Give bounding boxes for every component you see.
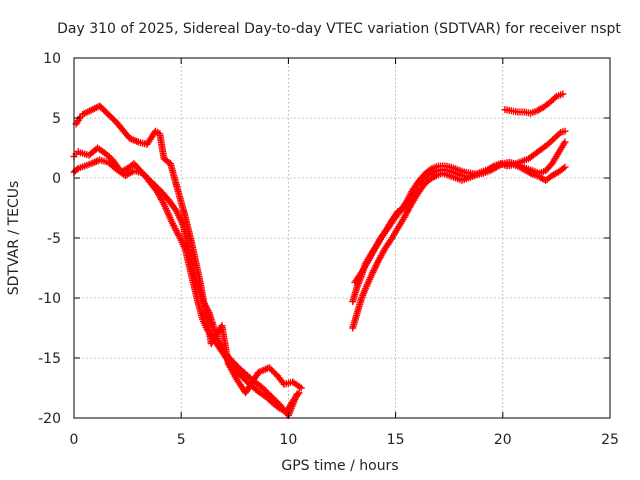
- x-tick-label: 5: [177, 432, 186, 448]
- data-point-arc-d: [561, 163, 569, 171]
- x-tick-label: 0: [70, 432, 79, 448]
- grid: [74, 58, 610, 418]
- x-axis-label: GPS time / hours: [281, 458, 398, 474]
- data-point-arc-e: [561, 138, 569, 146]
- y-tick-label: -5: [47, 231, 61, 247]
- x-tick-label: 10: [279, 432, 297, 448]
- x-tick-label: 25: [601, 432, 619, 448]
- data-point-arc-b: [73, 166, 81, 174]
- data-point-arc-f: [497, 161, 505, 168]
- y-tick-label: -15: [38, 351, 61, 367]
- data-point-arc-g: [559, 90, 567, 98]
- y-tick-label: 0: [52, 171, 61, 187]
- y-tick-label: -20: [38, 411, 61, 427]
- y-tick-label: 10: [43, 51, 61, 67]
- axis-tick-labels: 0 5 10 15 20 25 -20 -15 -10 -5 0 5 10: [38, 51, 619, 448]
- data-point-arc-f: [561, 127, 569, 135]
- x-tick-label: 20: [494, 432, 512, 448]
- chart-title: Day 310 of 2025, Sidereal Day-to-day VTE…: [57, 21, 621, 37]
- data-point-arc-f: [426, 166, 434, 174]
- axis-ticks: [73, 57, 611, 419]
- y-tick-label: -10: [38, 291, 61, 307]
- data-point-arc-d: [559, 164, 567, 172]
- x-tick-label: 15: [387, 432, 405, 448]
- y-tick-label: 5: [52, 111, 61, 127]
- data-point-arc-b: [293, 390, 301, 398]
- data-point-arc-f: [555, 130, 563, 138]
- y-axis-label: SDTVAR / TECUs: [6, 181, 22, 296]
- data-points: [70, 90, 569, 420]
- data-point-arc-c: [297, 384, 305, 392]
- data-point-arc-g: [551, 94, 559, 102]
